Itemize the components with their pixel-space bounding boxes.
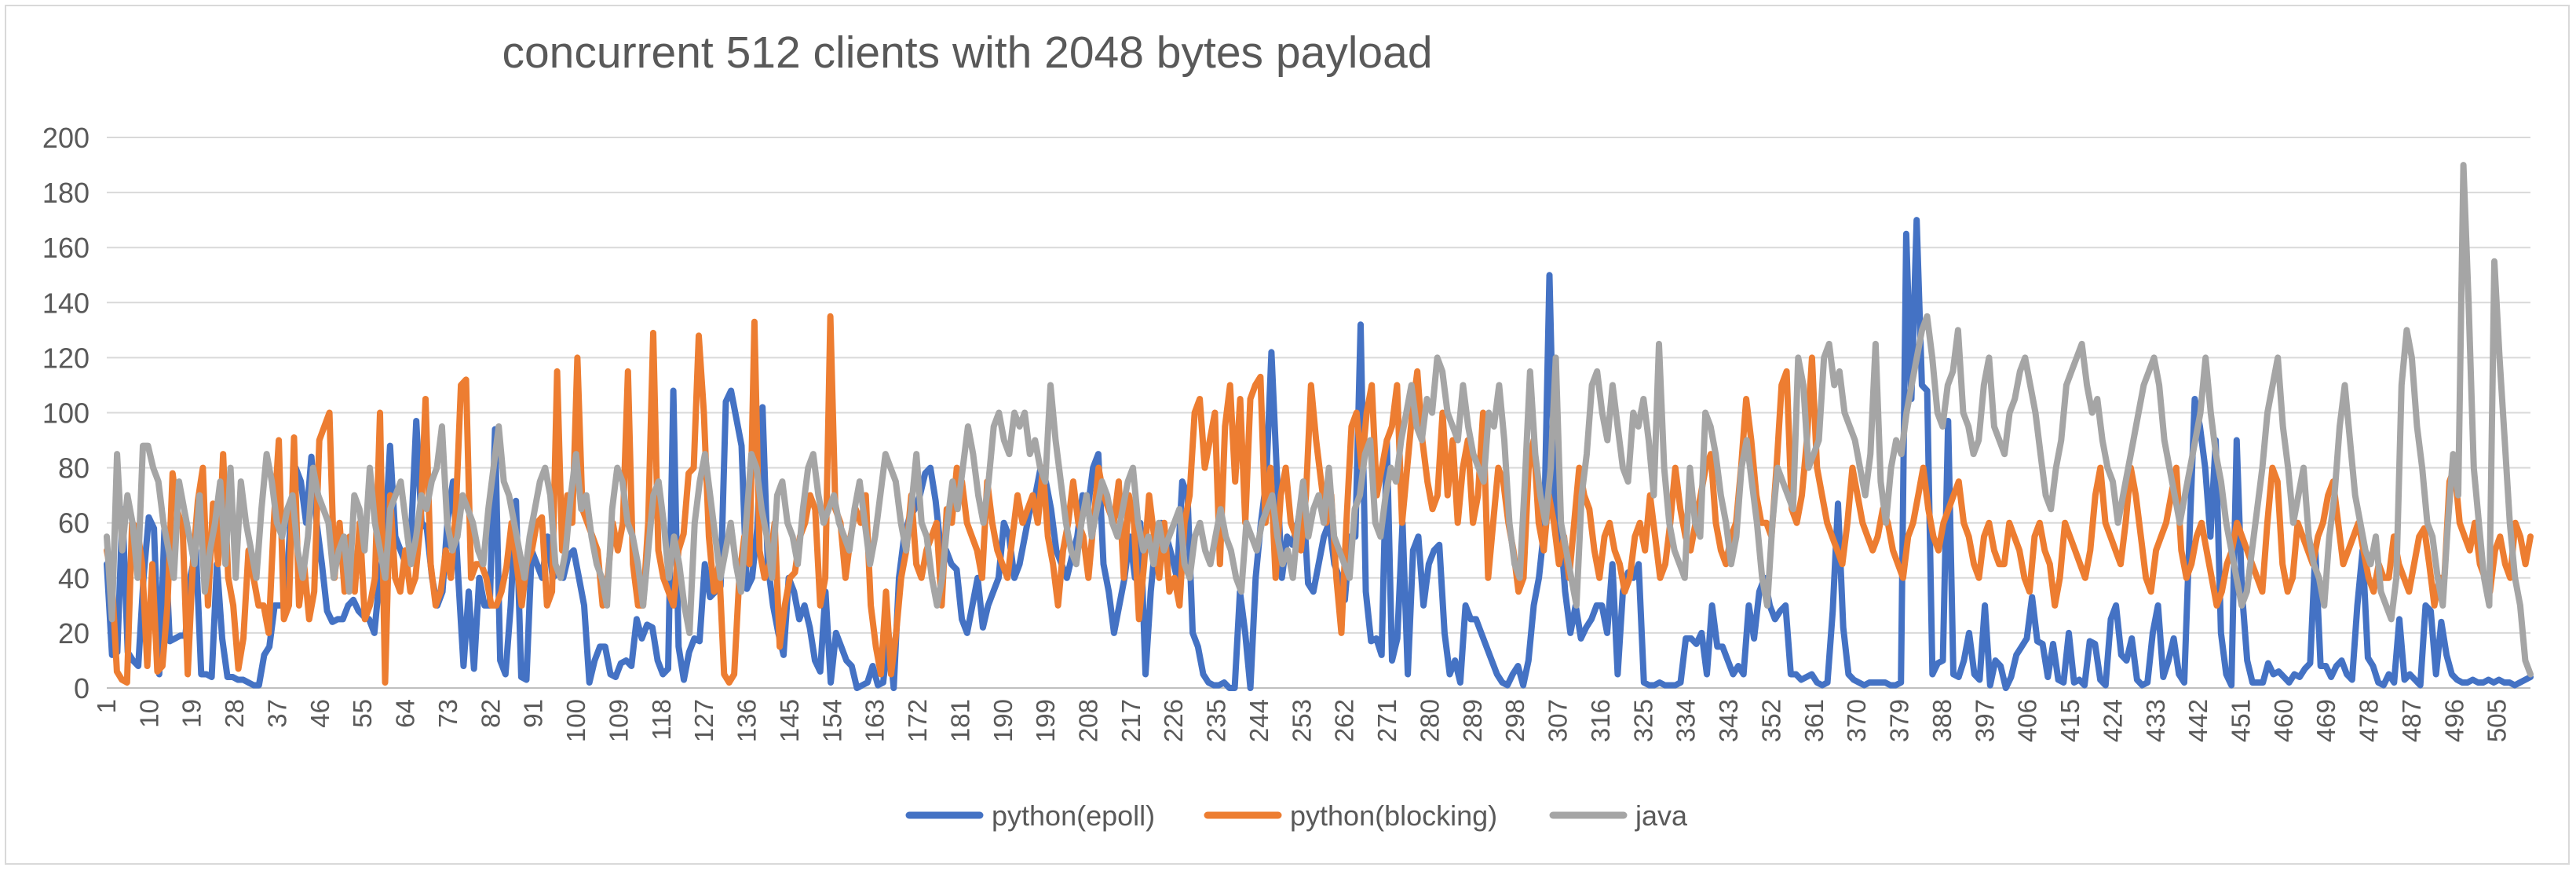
x-tick-label: 172 [903,699,932,742]
x-tick-label: 298 [1500,699,1529,742]
x-tick-label: 307 [1544,699,1573,742]
x-tick-label: 361 [1800,699,1829,742]
y-tick-label: 100 [42,397,90,430]
x-tick-label: 487 [2397,699,2426,742]
x-tick-label: 505 [2483,699,2512,742]
x-tick-label: 406 [2013,699,2042,742]
y-tick-label: 160 [42,232,90,264]
x-tick-label: 163 [860,699,890,742]
x-tick-label: 118 [647,699,676,741]
x-tick-label: 478 [2355,699,2384,742]
x-tick-label: 127 [689,699,718,742]
x-tick-label: 199 [1031,699,1060,742]
x-tick-label: 100 [561,699,590,742]
x-tick-label: 208 [1074,699,1103,742]
x-tick-label: 136 [733,699,762,742]
y-tick-label: 20 [58,617,90,650]
x-tick-label: 397 [1970,699,1999,742]
x-tick-label: 271 [1372,699,1401,742]
x-tick-label: 424 [2098,699,2127,742]
x-tick-label: 82 [476,699,505,728]
x-tick-label: 28 [220,699,249,728]
x-tick-label: 415 [2055,699,2085,742]
x-tick-label: 64 [391,699,420,728]
x-tick-label: 496 [2439,699,2468,742]
chart-frame: concurrent 512 clients with 2048 bytes p… [5,5,2570,865]
x-tick-label: 46 [305,699,334,728]
x-tick-label: 280 [1415,699,1444,742]
x-tick-label: 109 [604,699,633,742]
x-tick-label: 343 [1714,699,1743,742]
x-tick-label: 217 [1116,699,1145,742]
x-tick-label: 460 [2269,699,2298,742]
legend-label: python(blocking) [1290,800,1497,832]
x-tick-label: 55 [348,699,377,728]
x-tick-label: 226 [1159,699,1188,742]
x-tick-label: 19 [177,699,206,728]
x-tick-label: 388 [1927,699,1957,742]
x-tick-label: 154 [817,699,846,742]
y-tick-label: 180 [42,177,90,209]
legend-label: java [1635,800,1688,832]
x-tick-label: 37 [262,699,291,728]
series-lines [104,162,2534,691]
x-tick-label: 262 [1330,699,1359,742]
x-tick-label: 235 [1202,699,1231,742]
y-tick-label: 120 [42,342,90,374]
y-axis-tick-labels: 0 20 40 60 80 100 120 140 160 180 200 [42,122,90,704]
y-tick-label: 60 [58,507,90,540]
x-tick-label: 469 [2311,699,2340,742]
x-tick-label: 325 [1628,699,1657,742]
y-tick-label: 200 [42,122,90,154]
legend-label: python(epoll) [992,800,1155,832]
line-chart: concurrent 512 clients with 2048 bytes p… [42,27,2534,832]
y-tick-label: 0 [74,672,90,704]
y-tick-label: 40 [58,562,90,595]
x-axis-tick-labels: 1 10 19 28 37 46 55 64 73 82 91 100 109 118 127 136 145 1… [92,699,2512,742]
x-tick-label: 253 [1287,699,1316,742]
x-tick-label: 145 [775,699,804,742]
y-tick-label: 80 [58,452,90,485]
series-line-3 [104,162,2534,678]
x-tick-label: 289 [1458,699,1487,742]
x-tick-label: 379 [1885,699,1914,742]
x-tick-label: 190 [988,699,1018,742]
x-tick-label: 316 [1586,699,1615,742]
x-tick-label: 73 [433,699,462,728]
x-tick-label: 10 [134,699,163,728]
x-tick-label: 91 [519,699,548,728]
x-tick-label: 1 [92,699,121,713]
x-tick-label: 442 [2183,699,2212,742]
x-tick-label: 181 [945,699,974,742]
x-tick-label: 244 [1244,699,1273,742]
series-line-2 [104,313,2534,686]
x-tick-label: 370 [1842,699,1871,742]
x-tick-label: 334 [1672,699,1701,742]
x-tick-label: 433 [2141,699,2170,742]
chart-title: concurrent 512 clients with 2048 bytes p… [502,27,1432,78]
x-tick-label: 352 [1756,699,1785,742]
x-tick-label: 451 [2226,699,2255,742]
series-line-1 [104,217,2534,691]
y-tick-label: 140 [42,287,90,319]
legend: python(epoll) python(blocking) java [905,800,1688,832]
